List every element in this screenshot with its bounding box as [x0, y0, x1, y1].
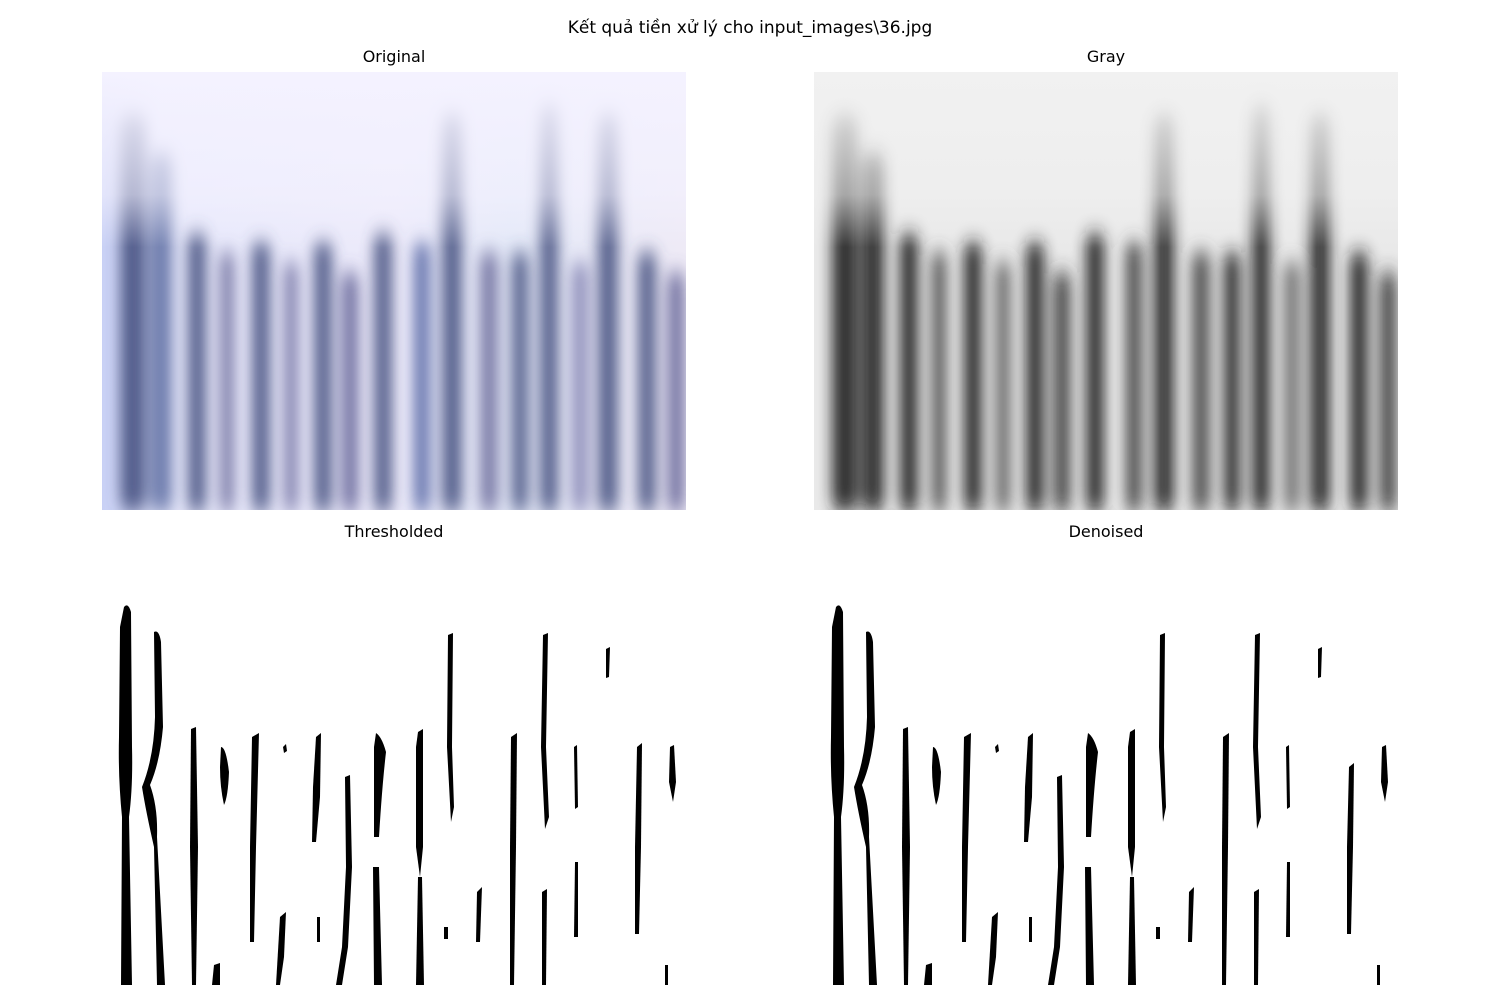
image-gray — [814, 72, 1398, 510]
image-original — [102, 72, 686, 510]
denoised-strokes — [830, 605, 1388, 985]
panel-title-thresholded: Thresholded — [344, 522, 444, 541]
panel-title-gray: Gray — [1086, 47, 1126, 66]
thresholded-strokes — [118, 605, 676, 985]
image-denoised — [814, 547, 1398, 985]
panel-title-denoised: Denoised — [1068, 522, 1144, 541]
figure-title: Kết quả tiền xử lý cho input_images\36.j… — [567, 18, 933, 38]
panel-title-original: Original — [362, 47, 426, 66]
image-thresholded — [102, 547, 686, 985]
